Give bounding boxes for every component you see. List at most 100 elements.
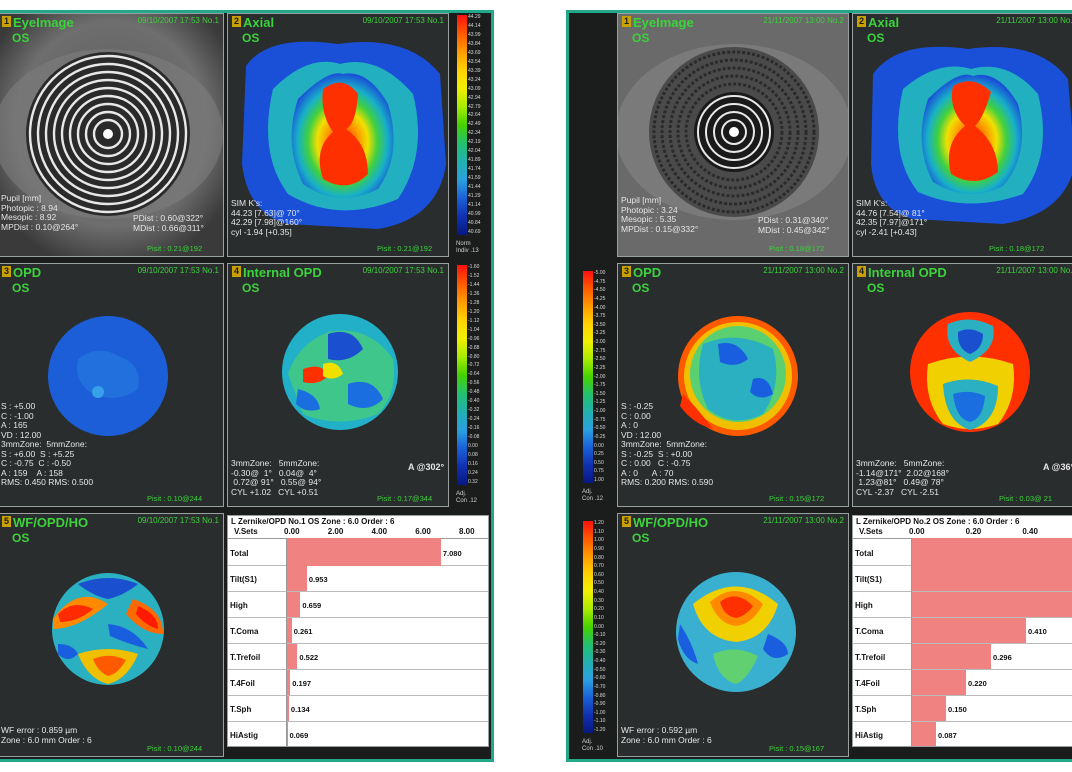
scale-tick: -1.25: [594, 399, 606, 406]
scale-tick: 0.30: [594, 597, 604, 604]
axial-map-panel[interactable]: 2 Axial OS 09/10/2007 17:53 No.1 SIM K's:…: [227, 13, 449, 257]
panel-number: 2: [857, 16, 866, 27]
scale-tick: 42.94: [468, 94, 481, 101]
pupil-dist-info: PDist : 0.31@340° MDist : 0.45@342°: [758, 215, 830, 235]
panel-title: Axial: [243, 15, 275, 30]
zernike-row-label: T.Coma: [855, 627, 884, 636]
exam-date: 21/11/2007 13:00 No.2: [996, 266, 1072, 275]
internal-opd-panel[interactable]: 4 Internal OPD OS 09/10/2007 17:53 No.1 3…: [227, 263, 449, 507]
opd-color-scale: -5.00 -4.75 -4.50 -4.25 -4.00 -3.75 -3.50 -3.25…: [581, 269, 611, 505]
zernike-row-label: T.Sph: [230, 705, 252, 714]
zone-cyl-info: 3mmZone: 5mmZone: -1.14@171° 2.02@168° 1…: [856, 458, 950, 497]
zernike-bar: [286, 644, 298, 669]
axial-topography-map: [871, 46, 1072, 224]
wavefront-map: [676, 572, 796, 692]
zernike-row-label: HiAstig: [230, 731, 258, 740]
zernike-bar: [286, 618, 292, 643]
scale-tick: -0.60: [594, 675, 606, 682]
scale-footer: Adj. Con .12: [582, 489, 604, 502]
scale-tick: 42.34: [468, 130, 481, 137]
eye-label: OS: [12, 531, 30, 545]
scale-tick: 0.40: [594, 589, 604, 595]
wf-ho-panel[interactable]: 5 WF/OPD/HO OS 09/10/2007 17:53 No.1 WF e…: [0, 513, 224, 757]
scale-tick: 1.00: [594, 537, 604, 544]
right-exam-frame: 1 EyeImage OS 21/11/2007 13:00 No.2 Pupil…: [566, 10, 1072, 762]
scale-tick: 43.24: [468, 76, 481, 83]
zernike-value: 0.522: [299, 653, 319, 662]
scale-tick: 41.29: [468, 193, 481, 200]
exam-date: 21/11/2007 13:00 No.2: [763, 266, 844, 275]
refraction-info: S : -0.25 C : 0.00 A : 0 VD : 12.00 3mmZ…: [621, 401, 714, 487]
scale-tick: 0.75: [594, 468, 604, 475]
zernike-vs-label: V.Sets: [859, 527, 883, 536]
scale-tick: -0.25: [594, 433, 606, 440]
exam-date: 09/10/2007 17:53 No.1: [362, 16, 444, 25]
opd-map-panel[interactable]: 3 OPD OS 21/11/2007 13:00 No.2 S : -0.25 …: [617, 263, 849, 507]
panel-title: Axial: [868, 15, 900, 30]
scale-tick: 0.60: [594, 571, 604, 578]
scale-tick: -0.24: [468, 416, 480, 423]
axial-map-panel[interactable]: 2 Axial OS 21/11/2007 13:00 No.2 SIM K's:…: [852, 13, 1072, 257]
zernike-bar: [286, 538, 441, 566]
internal-opd-panel[interactable]: 4 Internal OPD OS 21/11/2007 13:00 No.2 3…: [852, 263, 1072, 507]
scale-tick: 1.20: [594, 520, 604, 526]
panel-footer: Pisit : 0.18@172: [989, 244, 1045, 253]
scale-tick: 43.69: [468, 49, 481, 56]
opd-map: [48, 316, 168, 436]
scale-tick: -1.36: [468, 290, 480, 297]
scale-tick: 0.25: [594, 451, 604, 458]
zernike-row-label: T.4Foil: [855, 679, 880, 688]
refraction-info: S : +5.00 C : -1.00 A : 165 VD : 12.00 3…: [1, 401, 94, 487]
wf-color-scale: 1.20 1.10 1.00 0.90 0.80 0.70 0.60 0.50 0.40 0.30…: [581, 519, 611, 755]
eye-image-panel[interactable]: 1 EyeImage OS 21/11/2007 13:00 No.2 Pupil…: [617, 13, 849, 257]
scale-tick: -4.75: [594, 278, 606, 285]
wf-error-info: WF error : 0.592 µm Zone : 6.0 mm Order …: [621, 725, 712, 745]
panel-number: 2: [232, 16, 241, 27]
scale-tick: 44.14: [468, 22, 481, 29]
scale-tick: 41.74: [468, 166, 481, 173]
zernike-bar: [911, 644, 991, 669]
eye-label: OS: [12, 281, 30, 295]
zernike-header: L Zernike/OPD No.1 OS Zone : 6.0 Order :…: [231, 517, 395, 526]
scale-tick: -0.90: [594, 701, 606, 708]
scale-tick: -0.40: [468, 398, 480, 405]
scale-ticks: 44.29 44.14 43.99 43.84 43.69 43.54 43.39 43.24…: [468, 15, 483, 235]
exam-date: 09/10/2007 17:53 No.1: [137, 16, 219, 25]
scale-tick: -0.88: [468, 344, 480, 351]
pupil-info: Pupil [mm] Photopic : 3.24 Mesopic : 5.3…: [621, 195, 699, 234]
zernike-value: 0.410: [1028, 627, 1047, 636]
scale-tick: -2.00: [594, 373, 606, 380]
scale-tick: 0.00: [468, 443, 478, 450]
zernike-table[interactable]: L Zernike/OPD No.1 OS Zone : 6.0 Order :…: [227, 515, 489, 747]
scale-tick: 42.19: [468, 139, 481, 146]
scale-tick: -1.20: [594, 727, 606, 733]
scale-tick: 1.00: [594, 477, 604, 483]
zernike-axis-label: 4.00: [371, 527, 388, 536]
scale-tick: 0.80: [594, 554, 604, 561]
scale-tick: -0.56: [468, 380, 480, 387]
zernike-axis-label: 0.40: [1022, 527, 1038, 536]
internal-opd-map: [910, 312, 1030, 432]
panel-footer: Pisit : 0.21@192: [377, 244, 433, 253]
scale-tick: -1.10: [594, 718, 606, 725]
eye-label: OS: [12, 31, 30, 45]
scale-tick: 44.29: [468, 14, 481, 20]
zernike-row-label: T.Coma: [230, 627, 259, 636]
scale-tick: -3.25: [594, 330, 606, 337]
scale-tick: -3.00: [594, 339, 606, 345]
zernike-bar: [911, 618, 1026, 643]
zernike-row-label: T.4Foil: [230, 679, 255, 688]
scale-tick: -0.20: [594, 640, 606, 647]
scale-tick: -0.50: [594, 666, 606, 673]
panel-number: 4: [232, 266, 241, 277]
wavefront-map: [52, 573, 164, 685]
opd-map-panel[interactable]: 3 OPD OS 09/10/2007 17:53 No.1 S : +5.00 …: [0, 263, 224, 507]
wf-ho-panel[interactable]: 5 WF/OPD/HO OS 21/11/2007 13:00 No.2 WF e…: [617, 513, 849, 757]
zernike-axis-label: 2.00: [327, 527, 344, 536]
scale-tick: 0.50: [594, 580, 604, 587]
scale-tick: -1.50: [594, 390, 606, 397]
scale-tick: -0.70: [594, 683, 606, 690]
zernike-table[interactable]: L Zernike/OPD No.2 OS Zone : 6.0 Order :…: [852, 515, 1072, 747]
eye-image-panel[interactable]: 1 EyeImage OS 09/10/2007 17:53 No.1 Pupil…: [0, 13, 224, 257]
zernike-row-label: Total: [230, 549, 249, 558]
